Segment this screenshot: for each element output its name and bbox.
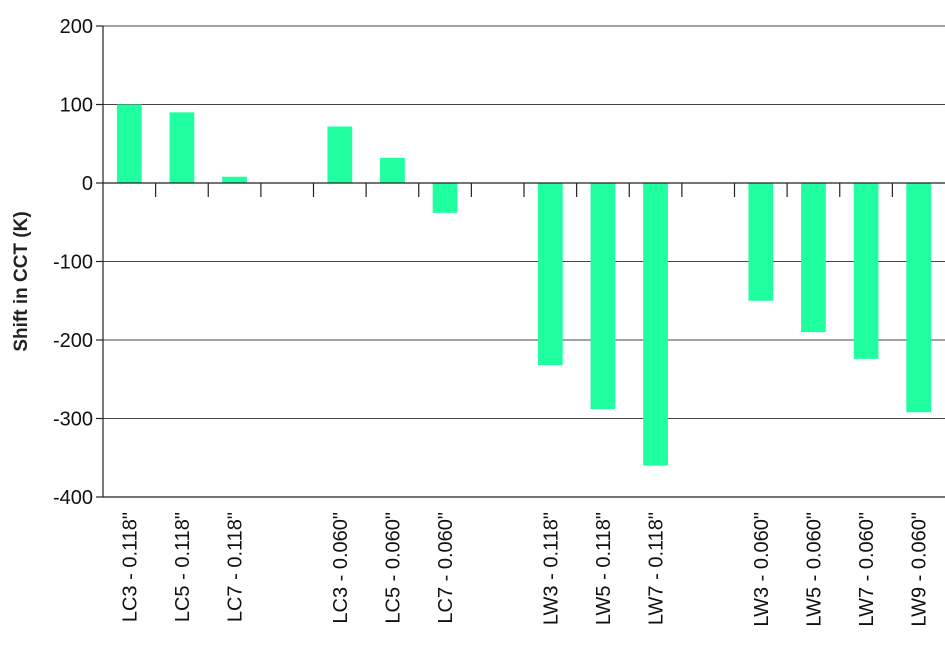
x-category-label: LW5 - 0.060" — [803, 512, 825, 627]
bar — [906, 183, 932, 413]
x-category-label: LC7 - 0.060" — [435, 512, 457, 624]
x-category-labels: LC3 - 0.118" LC5 - 0.118" LC7 - 0.118" LC3 … — [119, 512, 930, 627]
y-tick-label: 100 — [60, 95, 93, 117]
x-category-label: LC3 - 0.118" — [119, 512, 141, 622]
x-category-label: LC7 - 0.118" — [225, 512, 247, 622]
bar — [116, 104, 142, 183]
bar — [327, 126, 353, 183]
bar — [853, 183, 879, 359]
x-category-label: LC3 - 0.060" — [330, 512, 352, 624]
y-tick-label: -200 — [53, 330, 93, 352]
bar — [537, 183, 563, 366]
x-category-label: LW7 - 0.118" — [646, 512, 668, 625]
bar — [432, 183, 458, 213]
x-category-label: LC5 - 0.060" — [382, 512, 404, 624]
y-tick-labels: 200 100 0 -100 -200 -300 -400 — [53, 16, 93, 509]
bars — [116, 104, 932, 466]
bar — [801, 183, 826, 333]
bar — [169, 112, 195, 183]
y-tick-label: -100 — [53, 252, 93, 274]
y-tick-label: 200 — [60, 16, 93, 38]
bar — [748, 183, 774, 301]
y-tick-label: -400 — [53, 487, 93, 509]
x-category-label: LW5 - 0.118" — [593, 512, 615, 625]
x-category-label: LW3 - 0.118" — [540, 512, 562, 625]
axes — [96, 25, 945, 498]
bar — [222, 176, 247, 183]
y-tick-label: 0 — [82, 173, 93, 195]
x-category-label: LW7 - 0.060" — [856, 512, 878, 627]
x-category-label: LC5 - 0.118" — [172, 512, 194, 622]
y-axis-label: Shift in CCT (K) — [11, 211, 32, 351]
y-tick-label: -300 — [53, 409, 93, 431]
x-category-label: LW9 - 0.060" — [909, 512, 931, 627]
bar — [380, 157, 405, 183]
bar — [590, 183, 616, 410]
x-category-label: LW3 - 0.060" — [751, 512, 773, 627]
bar — [643, 183, 668, 466]
